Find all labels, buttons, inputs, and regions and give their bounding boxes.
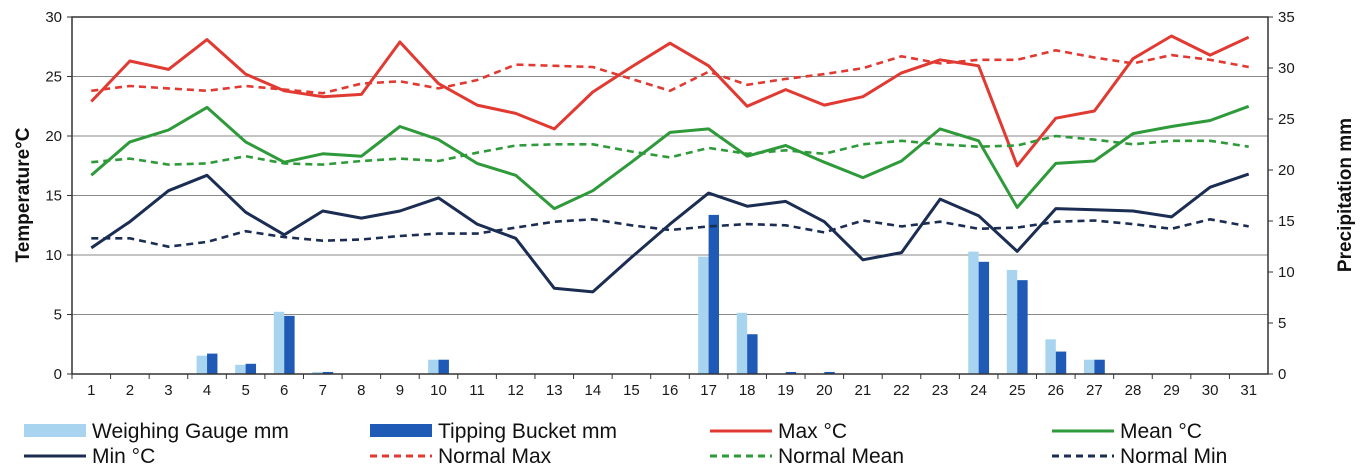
temperature-series-line bbox=[91, 48, 1249, 95]
x-tick-label: 4 bbox=[203, 382, 211, 399]
precip-bar bbox=[968, 251, 979, 374]
precip-bar bbox=[312, 371, 323, 374]
precip-bar bbox=[785, 371, 797, 374]
axes bbox=[67, 16, 1273, 379]
precip-bar bbox=[698, 256, 709, 374]
precip-bar bbox=[1083, 359, 1095, 374]
x-tick-label: 11 bbox=[469, 382, 485, 399]
x-tick-label: 23 bbox=[932, 382, 949, 399]
legend-swatch-bar bbox=[24, 424, 86, 437]
precip-bar bbox=[824, 371, 835, 374]
legend-label: Max °C bbox=[778, 420, 847, 443]
x-tick-label: 9 bbox=[396, 382, 404, 399]
temperature-series-line bbox=[90, 172, 1250, 294]
precip-bar bbox=[438, 359, 449, 374]
right-tick-label: 15 bbox=[1278, 213, 1295, 230]
x-tick-label: 14 bbox=[584, 382, 601, 399]
legend-label: Mean °C bbox=[1120, 420, 1202, 443]
x-tick-label: 6 bbox=[280, 382, 288, 399]
precipitation-bars bbox=[196, 214, 1105, 374]
precip-bar bbox=[284, 315, 295, 374]
left-tick-label: 30 bbox=[45, 9, 62, 26]
right-tick-label: 30 bbox=[1278, 60, 1295, 77]
right-tick-label: 5 bbox=[1278, 315, 1286, 332]
x-tick-label: 7 bbox=[319, 382, 327, 399]
x-tick-label: 8 bbox=[357, 382, 365, 399]
precip-bar bbox=[736, 312, 748, 374]
precip-bar bbox=[207, 353, 218, 374]
x-tick-label: 5 bbox=[241, 382, 249, 399]
x-tick-label: 29 bbox=[1163, 382, 1180, 399]
x-tick-label: 10 bbox=[430, 382, 447, 399]
x-tick-label: 2 bbox=[126, 382, 134, 399]
right-tick-label: 35 bbox=[1278, 9, 1295, 26]
temperature-lines bbox=[90, 34, 1250, 294]
temperature-series-line bbox=[91, 134, 1249, 166]
x-tick-label: 20 bbox=[816, 382, 833, 399]
x-tick-label: 25 bbox=[1009, 382, 1026, 399]
precip-bar bbox=[245, 363, 257, 374]
precip-bar bbox=[747, 334, 758, 374]
left-tick-label: 10 bbox=[45, 247, 62, 264]
x-tick-label: 24 bbox=[970, 382, 987, 399]
precip-bar bbox=[1055, 351, 1067, 374]
x-tick-label: 27 bbox=[1086, 382, 1103, 399]
left-tick-label: 5 bbox=[54, 307, 62, 324]
x-tick-label: 13 bbox=[546, 382, 563, 399]
x-tick-label: 3 bbox=[164, 382, 172, 399]
temperature-series-line bbox=[91, 218, 1249, 248]
x-tick-label: 19 bbox=[777, 382, 794, 399]
right-tick-label: 25 bbox=[1278, 111, 1295, 128]
x-tick-label: 1 bbox=[87, 382, 95, 399]
precip-bar bbox=[322, 371, 334, 374]
right-tick-label: 0 bbox=[1278, 366, 1286, 383]
legend-label: Normal Min bbox=[1120, 445, 1227, 468]
legend-label: Tipping Bucket mm bbox=[438, 420, 617, 443]
right-tick-label: 20 bbox=[1278, 162, 1295, 179]
x-tick-label: 22 bbox=[893, 382, 910, 399]
precip-bar bbox=[428, 359, 439, 374]
precip-bar bbox=[978, 261, 990, 374]
x-tick-label: 28 bbox=[1125, 382, 1142, 399]
left-tick-label: 20 bbox=[45, 128, 62, 145]
precip-bar bbox=[273, 311, 285, 374]
precip-bar bbox=[196, 355, 208, 374]
x-tick-label: 18 bbox=[739, 382, 756, 399]
left-tick-label: 0 bbox=[54, 366, 62, 383]
precip-bar bbox=[235, 364, 246, 374]
left-tick-label: 15 bbox=[45, 188, 62, 205]
legend-label: Normal Max bbox=[438, 445, 552, 468]
legend-label: Weighing Gauge mm bbox=[92, 420, 289, 443]
legend-swatch-bar bbox=[370, 424, 432, 437]
precip-bar bbox=[1045, 339, 1056, 374]
x-tick-label: 17 bbox=[700, 382, 717, 399]
x-tick-label: 21 bbox=[855, 382, 872, 399]
legend-label: Normal Mean bbox=[778, 445, 904, 468]
x-tick-label: 16 bbox=[662, 382, 679, 399]
legend: Weighing Gauge mm Tipping Bucket mm Max °C… bbox=[24, 420, 1227, 468]
x-tick-label: 15 bbox=[623, 382, 640, 399]
precip-bar bbox=[1017, 280, 1028, 374]
x-tick-label: 30 bbox=[1202, 382, 1219, 399]
precip-bar bbox=[1094, 359, 1105, 374]
x-tick-label: 12 bbox=[507, 382, 524, 399]
right-axis-title: Precipitation mm bbox=[1335, 118, 1356, 272]
legend-label: Min °C bbox=[92, 445, 155, 468]
precip-bar bbox=[1006, 269, 1018, 374]
x-tick-label: 31 bbox=[1240, 382, 1257, 399]
left-axis-title: Temperature°C bbox=[13, 127, 34, 262]
precip-bar bbox=[708, 214, 719, 374]
x-tick-label: 26 bbox=[1047, 382, 1064, 399]
left-tick-label: 25 bbox=[45, 69, 62, 86]
right-tick-label: 10 bbox=[1278, 264, 1295, 281]
